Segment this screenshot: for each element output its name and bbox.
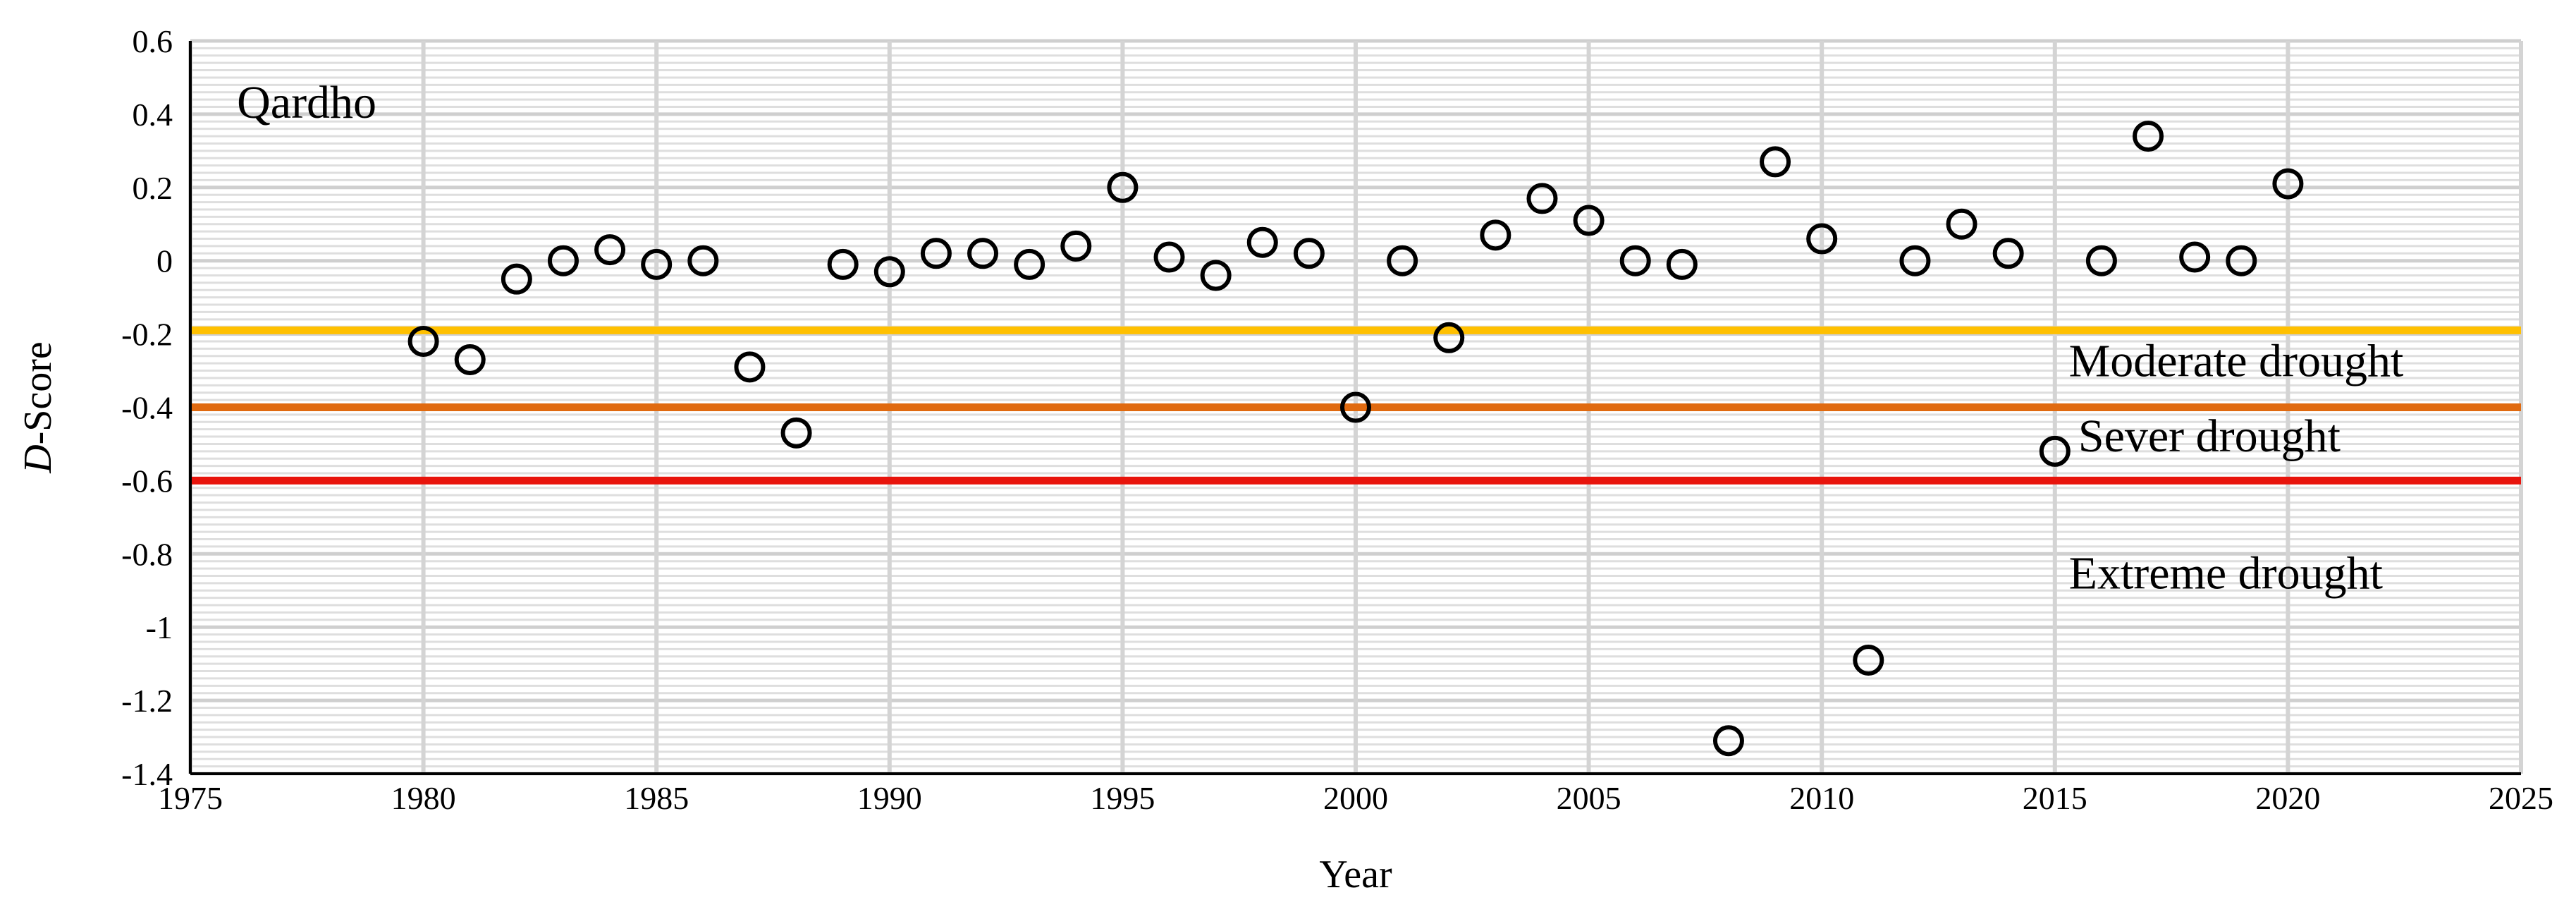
data-point	[827, 248, 859, 280]
data-point	[1573, 205, 1605, 236]
x-axis-title: Year	[1319, 853, 1392, 896]
data-point	[2133, 121, 2164, 152]
data-point	[873, 256, 905, 288]
y-axis-title: D-Score	[16, 341, 60, 474]
data-point	[920, 238, 952, 269]
y-tick-label: -0.6	[121, 463, 173, 499]
x-tick-label: 2005	[1557, 780, 1621, 816]
data-point	[1853, 644, 1884, 676]
y-tick-label: -1	[146, 609, 173, 645]
data-point	[687, 245, 719, 276]
data-point	[1293, 238, 1325, 269]
x-tick-label: 2010	[1789, 780, 1854, 816]
data-point	[1760, 146, 1791, 178]
x-tick-label: 2015	[2023, 780, 2087, 816]
data-point	[780, 417, 812, 449]
data-point	[1060, 230, 1092, 262]
data-point	[594, 234, 626, 266]
y-tick-label: 0.2	[133, 170, 173, 206]
data-point	[2272, 168, 2304, 200]
data-point	[1619, 245, 1651, 276]
data-point	[407, 325, 439, 357]
x-tick-label: 1995	[1090, 780, 1155, 816]
x-tick-label: 2025	[2489, 780, 2553, 816]
data-point	[1246, 226, 1278, 258]
data-point	[1340, 391, 1371, 423]
data-point	[641, 248, 673, 280]
y-tick-label: 0.6	[133, 23, 173, 59]
data-point	[1712, 725, 1744, 757]
y-tick-labels: 0.6 0.4 0.2 0 -0.2 -0.4 -0.6 -0.8 -1 -1.2 -1.4	[121, 23, 173, 792]
data-point	[1387, 245, 1418, 276]
annotation-label-4: Extreme drought	[2069, 548, 2383, 599]
data-point	[734, 351, 766, 383]
x-tick-label: 1980	[391, 780, 456, 816]
data-point	[967, 238, 999, 269]
x-tick-label: 1990	[857, 780, 922, 816]
data-point	[1946, 208, 1977, 240]
y-tick-label: -0.2	[121, 317, 173, 353]
x-tick-label: 1975	[158, 780, 223, 816]
axes	[189, 41, 2521, 775]
data-point	[2179, 241, 2211, 273]
x-tick-label: 2020	[2255, 780, 2320, 816]
x-tick-label: 2000	[1323, 780, 1388, 816]
data-point	[454, 343, 486, 375]
y-tick-label: -1.2	[121, 683, 173, 719]
y-tick-label: -0.4	[121, 390, 173, 426]
x-tick-label: 1985	[624, 780, 689, 816]
data-point	[547, 245, 579, 276]
data-point	[1014, 248, 1045, 280]
drought-threshold-lines	[190, 326, 2521, 485]
x-tick-labels: 1975 1980 1985 1990 1995 2000 2005 2010 2015 2020…	[158, 780, 2553, 816]
data-point	[2039, 435, 2071, 467]
y-tick-label: -1.4	[121, 756, 173, 792]
data-point	[1992, 238, 2024, 269]
data-point	[1433, 322, 1465, 353]
data-point	[2085, 245, 2117, 276]
annotation-label-2: Moderate drought	[2069, 335, 2404, 386]
data-point	[1153, 241, 1185, 273]
data-point	[2226, 245, 2257, 276]
data-point	[1899, 245, 1931, 276]
y-tick-label: 0	[157, 243, 173, 279]
data-point	[1200, 260, 1232, 291]
data-point	[1526, 183, 1558, 214]
data-point	[1666, 248, 1698, 280]
data-point	[501, 263, 532, 295]
annotation-label-1: Qardho	[237, 77, 376, 128]
annotations: Qardho Moderate drought Sever drought Extre…	[237, 77, 2403, 599]
annotation-label-3: Sever drought	[2078, 410, 2341, 462]
data-point	[1806, 223, 1838, 255]
data-points	[407, 121, 2304, 757]
y-tick-label: 0.4	[133, 97, 173, 133]
data-point	[1480, 219, 1511, 251]
y-tick-label: -0.8	[121, 536, 173, 572]
data-point	[1107, 171, 1139, 203]
